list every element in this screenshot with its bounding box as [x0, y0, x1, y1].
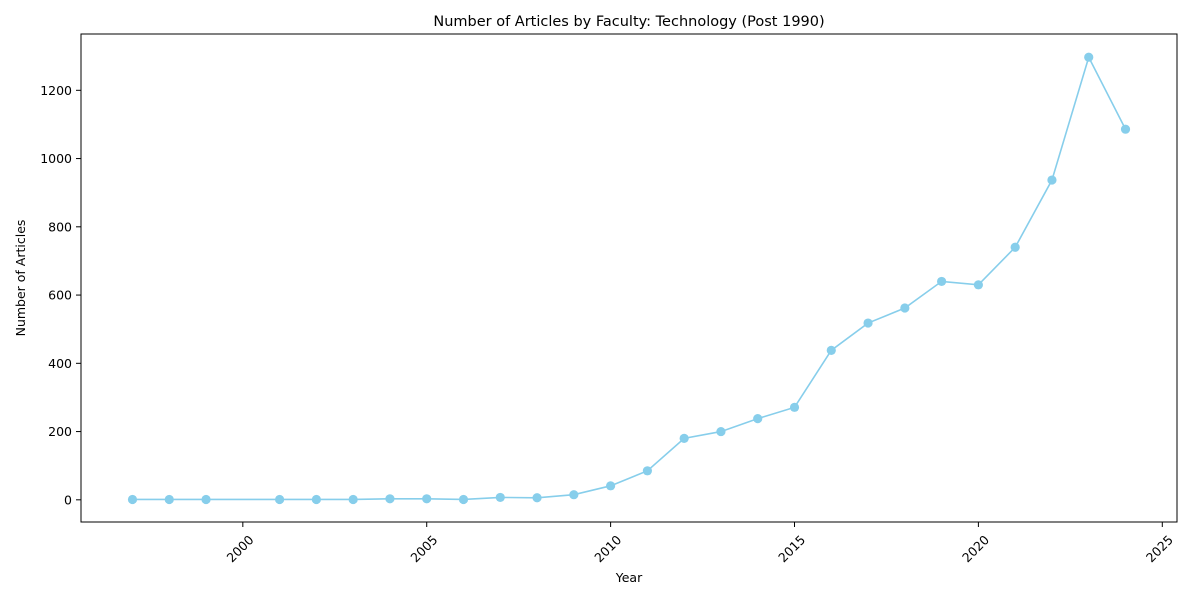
data-point — [973, 280, 983, 290]
x-tick-label: 2025 — [1143, 532, 1176, 565]
x-tick-label: 2005 — [407, 532, 440, 565]
y-axis-label: Number of Articles — [13, 220, 28, 337]
y-tick-label: 800 — [48, 219, 72, 234]
data-point — [532, 493, 542, 503]
data-point — [495, 492, 505, 503]
y-tick-label: 1200 — [40, 83, 72, 98]
data-point — [422, 494, 432, 504]
data-point — [275, 494, 285, 505]
y-tick-label: 0 — [64, 492, 72, 507]
y-tick-label: 400 — [48, 356, 72, 371]
data-point — [1047, 175, 1057, 185]
x-axis-label: Year — [615, 570, 643, 585]
data-point — [679, 433, 689, 443]
x-axis: 2000 2005 2010 2015 2020 2025 — [223, 522, 1176, 565]
data-point — [385, 494, 395, 504]
data-point — [900, 303, 910, 313]
x-tick-label: 2015 — [775, 532, 808, 565]
data-point — [606, 481, 616, 491]
chart-title: Number of Articles by Faculty: Technolog… — [433, 14, 824, 30]
y-axis: 0 200 400 600 800 1000 1200 — [40, 83, 81, 507]
x-tick-label: 2020 — [959, 532, 992, 565]
data-point — [716, 426, 726, 437]
data-point — [642, 466, 652, 476]
data-point — [789, 402, 800, 412]
x-tick-label: 2010 — [591, 532, 624, 565]
data-point — [311, 494, 321, 505]
x-tick-label: 2000 — [223, 532, 256, 565]
data-point — [826, 345, 836, 355]
data-point — [458, 494, 469, 505]
series-line — [132, 55, 1127, 501]
y-tick-label: 200 — [48, 424, 72, 439]
data-point — [1120, 124, 1131, 134]
y-tick-label: 600 — [48, 288, 72, 303]
data-point — [127, 494, 138, 505]
axes-frame — [80, 33, 1178, 523]
data-point — [164, 494, 174, 505]
data-point — [863, 318, 873, 328]
data-point — [569, 490, 579, 500]
data-point — [348, 494, 358, 505]
data-point — [753, 413, 763, 424]
data-point — [201, 494, 211, 505]
plot-area — [127, 52, 1131, 505]
data-point — [937, 276, 947, 287]
data-point — [1010, 242, 1020, 252]
data-point — [1084, 52, 1094, 62]
y-tick-label: 1000 — [40, 151, 72, 166]
